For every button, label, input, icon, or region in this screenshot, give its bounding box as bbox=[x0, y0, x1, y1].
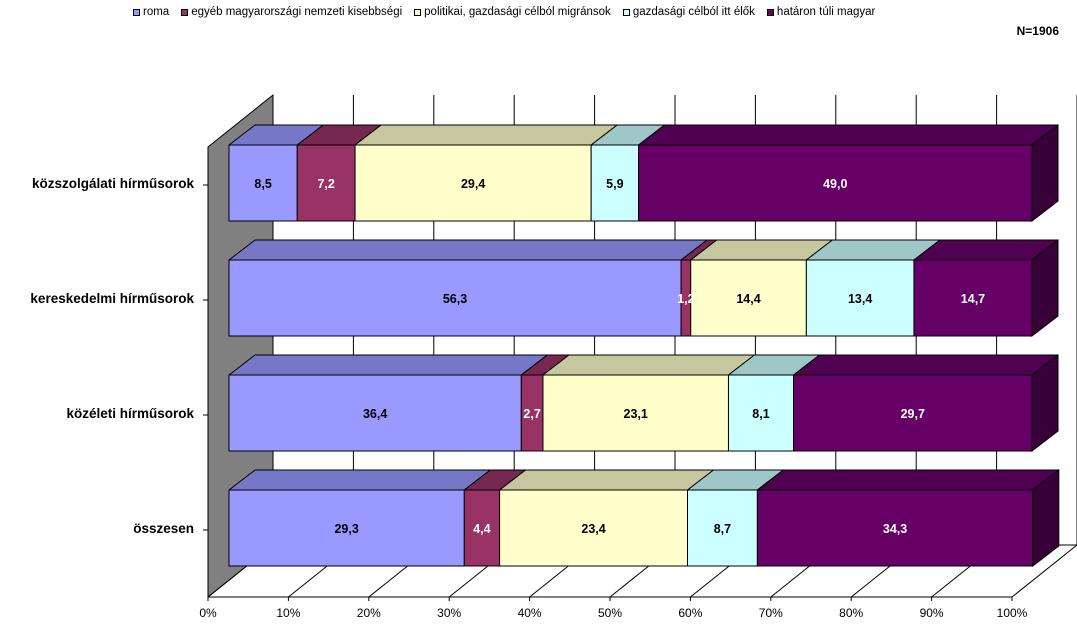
legend-swatch-other-minority bbox=[181, 8, 189, 16]
x-tick-label: 30% bbox=[437, 606, 461, 620]
bar-segment bbox=[590, 144, 640, 222]
data-label: 23,4 bbox=[581, 522, 605, 536]
bar-segment bbox=[228, 144, 298, 222]
data-label: 23,1 bbox=[624, 407, 648, 421]
bar-segment bbox=[638, 144, 1033, 222]
x-tick-label: 70% bbox=[759, 606, 783, 620]
data-label: 29,7 bbox=[901, 407, 925, 421]
bar-side-face bbox=[1031, 123, 1059, 223]
data-label: 8,1 bbox=[752, 407, 769, 421]
legend-item-other-minority: egyéb magyarországi nemzeti kisebbségi bbox=[181, 6, 402, 18]
x-tick-label: 40% bbox=[518, 606, 542, 620]
data-label: 8,7 bbox=[714, 522, 731, 536]
bar-top-face bbox=[638, 124, 1059, 146]
bar-segment bbox=[228, 489, 465, 567]
bar-segment bbox=[687, 489, 758, 567]
bar-segment bbox=[296, 144, 356, 222]
legend-item-migrants: politikai, gazdasági célból migránsok bbox=[414, 6, 611, 18]
bar-segment bbox=[354, 144, 592, 222]
x-tick-label: 50% bbox=[598, 606, 622, 620]
data-label: 36,4 bbox=[363, 407, 387, 421]
x-tick-label: 10% bbox=[276, 606, 300, 620]
legend-label-migrants: politikai, gazdasági célból migránsok bbox=[424, 6, 611, 18]
category-label: közéleti hírműsorok bbox=[66, 406, 194, 421]
bar-segment bbox=[499, 489, 689, 567]
sample-size-note: N=1906 bbox=[1016, 24, 1059, 38]
bar-top-face bbox=[542, 354, 755, 376]
bar-side-face bbox=[1031, 238, 1059, 338]
data-label: 14,7 bbox=[961, 292, 985, 306]
bar-side-face bbox=[1032, 468, 1060, 568]
bar-top-face bbox=[228, 469, 491, 491]
category-label: összesen bbox=[133, 521, 194, 536]
bar-top-face bbox=[756, 469, 1060, 491]
data-label: 2,7 bbox=[523, 407, 540, 421]
legend-item-economic-residents: gazdasági célból itt élők bbox=[622, 6, 755, 18]
data-label: 56,3 bbox=[443, 292, 467, 306]
bar-top-face bbox=[228, 239, 708, 261]
data-label: 4,4 bbox=[473, 522, 490, 536]
bar-side-face bbox=[1031, 353, 1059, 453]
bar-segment bbox=[793, 374, 1033, 452]
legend-swatch-hungarians-abroad bbox=[766, 8, 774, 16]
legend-label-other-minority: egyéb magyarországi nemzeti kisebbségi bbox=[191, 6, 403, 18]
legend-item-hungarians-abroad: határon túli magyar bbox=[766, 6, 876, 18]
x-tick-label: 20% bbox=[357, 606, 381, 620]
legend-swatch-migrants bbox=[414, 8, 422, 16]
bar-segment bbox=[463, 489, 501, 567]
bar-segment bbox=[805, 259, 915, 337]
x-tick-label: 80% bbox=[839, 606, 863, 620]
bar-segment bbox=[228, 374, 522, 452]
bar-segment bbox=[690, 259, 807, 337]
data-label: 13,4 bbox=[848, 292, 872, 306]
bar-top-face bbox=[793, 354, 1059, 376]
x-tick-label: 0% bbox=[199, 606, 217, 620]
data-label: 34,3 bbox=[883, 522, 907, 536]
legend-item-roma: roma bbox=[133, 6, 169, 18]
legend-label-hungarians-abroad: határon túli magyar bbox=[776, 6, 876, 18]
data-label: 8,5 bbox=[254, 177, 271, 191]
bar-top-face bbox=[228, 354, 548, 376]
bar-top-face bbox=[354, 124, 618, 146]
legend-label-roma: roma bbox=[143, 6, 170, 18]
data-label: 14,4 bbox=[736, 292, 760, 306]
gridline-floor bbox=[1011, 544, 1077, 598]
x-tick-label: 90% bbox=[920, 606, 944, 620]
bar-segment bbox=[913, 259, 1033, 337]
bar-top-face bbox=[499, 469, 715, 491]
legend-label-economic-residents: gazdasági célból itt élők bbox=[632, 6, 755, 18]
legend-swatch-roma bbox=[133, 8, 140, 16]
data-label: 5,9 bbox=[606, 177, 623, 191]
data-label: 7,2 bbox=[317, 177, 334, 191]
data-label: 49,0 bbox=[823, 177, 847, 191]
x-tick-label: 100% bbox=[997, 606, 1028, 620]
chart-legend: roma egyéb magyarországi nemzeti kisebbs… bbox=[133, 4, 887, 20]
category-label: közszolgálati hírműsorok bbox=[32, 176, 195, 191]
legend-swatch-economic-residents bbox=[622, 8, 630, 16]
x-tick-label: 60% bbox=[678, 606, 702, 620]
data-label: 29,4 bbox=[461, 177, 485, 191]
category-label: kereskedelmi hírműsorok bbox=[30, 291, 194, 306]
bar-segment bbox=[228, 259, 682, 337]
data-label: 29,3 bbox=[334, 522, 358, 536]
data-label: 1,2 bbox=[677, 292, 694, 306]
